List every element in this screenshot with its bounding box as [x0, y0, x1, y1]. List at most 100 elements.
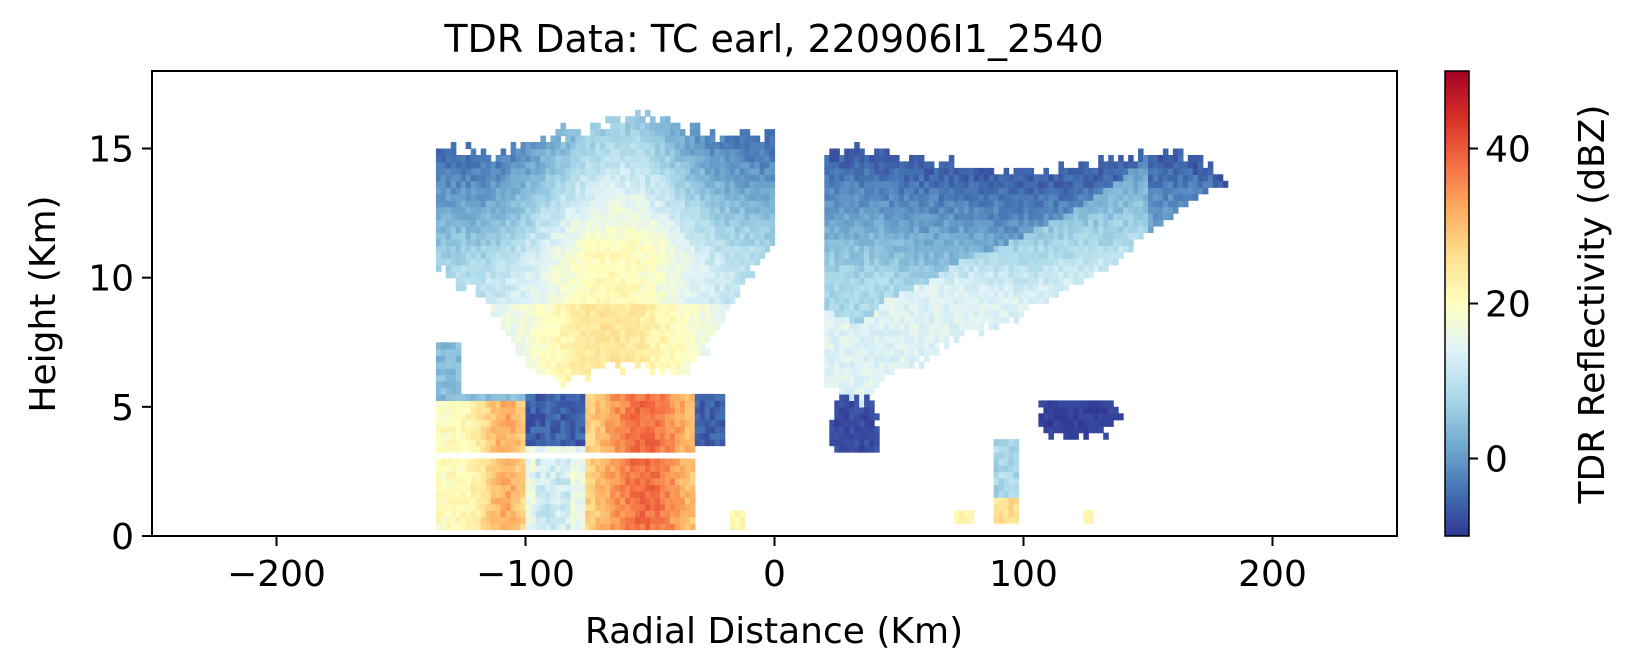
heatmap-cell: [485, 523, 492, 531]
heatmap-cell: [953, 187, 960, 195]
heatmap-cell: [530, 484, 537, 492]
heatmap-cell: [535, 251, 542, 259]
heatmap-cell: [968, 264, 975, 272]
heatmap-cell: [884, 277, 890, 285]
heatmap-cell: [1088, 180, 1094, 188]
heatmap-cell: [1078, 406, 1084, 414]
heatmap-cell: [724, 264, 731, 272]
heatmap-cell: [650, 219, 656, 227]
heatmap-cell: [744, 135, 751, 143]
heatmap-cell: [520, 471, 527, 479]
heatmap-cell: [510, 393, 517, 401]
heatmap-cell: [938, 180, 945, 188]
heatmap-cell: [435, 200, 442, 208]
heatmap-cell: [605, 413, 611, 421]
heatmap-cell: [1073, 232, 1079, 240]
heatmap-cell: [664, 361, 671, 369]
heatmap-cell: [889, 316, 895, 324]
heatmap-cell: [590, 342, 596, 350]
heatmap-cell: [605, 477, 611, 485]
heatmap-cell: [869, 432, 875, 440]
heatmap-cell: [555, 458, 561, 466]
heatmap-cell: [674, 503, 681, 511]
heatmap-cell: [894, 245, 900, 253]
heatmap-cell: [839, 232, 845, 240]
heatmap-cell: [824, 258, 830, 266]
heatmap-cell: [968, 510, 975, 518]
heatmap-cell: [625, 155, 631, 163]
heatmap-cell: [445, 477, 452, 485]
heatmap-cell: [1093, 258, 1099, 266]
heatmap-cell: [645, 342, 651, 350]
heatmap-cell: [630, 290, 636, 298]
heatmap-cell: [440, 413, 447, 421]
heatmap-cell: [754, 174, 761, 182]
heatmap-cell: [525, 342, 532, 350]
heatmap-cell: [729, 290, 736, 298]
heatmap-cell: [645, 264, 651, 272]
heatmap-cell: [620, 264, 626, 272]
heatmap-cell: [505, 393, 512, 401]
heatmap-cell: [565, 477, 571, 485]
heatmap-cell: [1028, 264, 1035, 272]
heatmap-cell: [645, 465, 651, 473]
heatmap-cell: [545, 368, 551, 376]
heatmap-cell: [993, 490, 1000, 498]
heatmap-cell: [1028, 258, 1035, 266]
heatmap-cell: [620, 213, 626, 221]
heatmap-cell: [1043, 271, 1049, 279]
heatmap-cell: [739, 516, 746, 524]
heatmap-cell: [719, 271, 726, 279]
heatmap-cell: [864, 245, 870, 253]
heatmap-cell: [500, 322, 507, 330]
heatmap-cell: [669, 135, 676, 143]
heatmap-cell: [500, 432, 507, 440]
heatmap-cell: [630, 155, 636, 163]
heatmap-cell: [869, 368, 875, 376]
heatmap-cell: [1033, 271, 1040, 279]
heatmap-cell: [455, 361, 462, 369]
heatmap-cell: [889, 187, 895, 195]
heatmap-cell: [565, 400, 571, 408]
heatmap-cell: [764, 187, 771, 195]
heatmap-cell: [460, 213, 467, 221]
heatmap-cell: [570, 355, 576, 363]
heatmap-cell: [938, 193, 945, 201]
heatmap-cell: [764, 142, 771, 150]
heatmap-cell: [879, 187, 885, 195]
heatmap-cell: [615, 329, 621, 337]
heatmap-cell: [570, 290, 576, 298]
heatmap-cell: [674, 406, 681, 414]
heatmap-cell: [978, 251, 985, 259]
heatmap-cell: [455, 271, 462, 279]
heatmap-cell: [570, 310, 576, 318]
heatmap-cell: [495, 193, 502, 201]
heatmap-cell: [485, 490, 492, 498]
heatmap-cell: [560, 342, 566, 350]
heatmap-cell: [1038, 193, 1044, 201]
heatmap-cell: [470, 277, 477, 285]
heatmap-cell: [1028, 206, 1035, 214]
heatmap-cell: [918, 200, 925, 208]
heatmap-cell: [704, 348, 711, 356]
heatmap-cell: [724, 200, 731, 208]
heatmap-cell: [590, 516, 596, 524]
heatmap-cell: [913, 167, 920, 175]
heatmap-cell: [445, 213, 452, 221]
heatmap-cell: [600, 226, 606, 234]
heatmap-cell: [630, 465, 636, 473]
heatmap-cell: [1093, 406, 1099, 414]
heatmap-cell: [739, 142, 746, 150]
heatmap-cell: [620, 180, 626, 188]
heatmap-cell: [480, 400, 487, 408]
heatmap-cell: [754, 206, 761, 214]
heatmap-cell: [640, 393, 646, 401]
heatmap-cell: [550, 484, 556, 492]
heatmap-cell: [948, 271, 955, 279]
heatmap-cell: [854, 193, 860, 201]
heatmap-cell: [1078, 413, 1084, 421]
heatmap-cell: [849, 432, 855, 440]
heatmap-cell: [575, 335, 581, 343]
heatmap-cell: [839, 226, 845, 234]
heatmap-cell: [1073, 213, 1079, 221]
